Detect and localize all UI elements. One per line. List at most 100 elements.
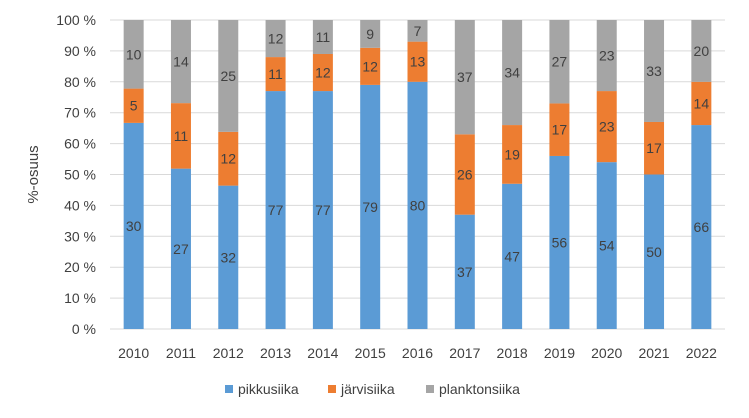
bar-segment [454,20,475,135]
bar-segment [596,91,617,163]
data-label: 77 [268,202,284,218]
bar-segment [407,41,428,82]
bar-segment [502,125,523,184]
y-tick-label: 20 % [64,259,96,275]
data-label: 80 [410,197,426,213]
bar-segment [596,162,617,329]
y-tick-label: 70 % [64,105,96,121]
data-label: 23 [599,48,615,64]
bar-segment [312,20,333,54]
data-label: 17 [552,122,568,138]
y-tick-label: 60 % [64,136,96,152]
data-label: 12 [220,151,236,167]
bar-segment [360,20,381,48]
data-label: 19 [504,146,520,162]
legend-label: järvisiika [340,381,395,397]
bar-segment [502,20,523,126]
y-tick-label: 100 % [56,12,96,28]
data-label: 14 [694,95,710,111]
bar-segment [265,91,286,329]
data-label: 37 [457,69,473,85]
data-label: 54 [599,238,615,254]
bar-stacks [123,20,712,329]
bar-segment [644,174,665,329]
data-label: 10 [126,46,142,62]
data-labels: 30 5 10 27 11 14 32 12 25 77 11 12 77 12 11 79 12 9 80 13 7 3… [126,23,709,280]
bar-segment [312,91,333,329]
data-label: 34 [504,65,520,81]
data-label: 27 [173,241,189,257]
data-label: 13 [410,54,426,70]
y-tick-label: 80 % [64,74,96,90]
data-label: 50 [646,244,662,260]
bar-segment [123,88,144,123]
bar-segment [407,81,428,329]
y-axis-title: %-osuus [25,145,42,203]
data-label: 37 [457,264,473,280]
data-label: 12 [362,58,378,74]
bar-segment [123,20,144,89]
bar-segment [218,131,239,186]
bar-segment [644,121,665,175]
x-tick-label: 2016 [402,345,433,361]
bar-segment [360,84,381,329]
y-axis-tick-labels: 0 % 10 % 20 % 30 % 40 % 50 % 60 % 70 % 80 % 90 % 1… [56,12,96,337]
bar-segment [691,125,712,329]
legend-label: pikkusiika [238,381,299,397]
data-label: 66 [694,219,710,235]
x-tick-label: 2018 [497,345,528,361]
bar-segment [218,185,239,329]
y-tick-label: 30 % [64,228,96,244]
bar-segment [691,20,712,82]
x-tick-label: 2014 [307,345,338,361]
bar-segment [360,47,381,85]
bar-segment [218,20,239,132]
data-label: 20 [694,43,710,59]
bar-segment [407,20,428,42]
data-label: 79 [362,199,378,215]
data-label: 12 [315,65,331,81]
legend-label: planktonsiika [439,381,520,397]
data-label: 11 [268,66,283,82]
bar-segment [454,214,475,329]
bar-segment [549,20,570,104]
x-tick-label: 2022 [686,345,717,361]
x-tick-label: 2019 [544,345,575,361]
data-label: 25 [220,68,236,84]
x-tick-label: 2012 [213,345,244,361]
data-label: 23 [599,119,615,135]
data-label: 77 [315,202,331,218]
y-tick-label: 50 % [64,167,96,183]
bar-segment [123,122,144,329]
data-label: 17 [646,140,662,156]
bar-segment [454,134,475,215]
bar-segment [596,20,617,92]
y-tick-label: 10 % [64,290,96,306]
bar-segment [549,103,570,156]
data-label: 11 [316,29,331,45]
legend-swatch [328,385,336,393]
bar-segment [265,20,286,58]
data-label: 56 [552,234,568,250]
x-tick-label: 2017 [449,345,480,361]
data-label: 32 [220,249,236,265]
y-tick-label: 90 % [64,43,96,59]
y-tick-label: 40 % [64,197,96,213]
data-label: 26 [457,167,473,183]
x-tick-label: 2020 [591,345,622,361]
bar-segment [265,57,286,92]
bar-segment [312,53,333,92]
data-label: 47 [504,248,520,264]
data-label: 7 [414,23,422,39]
data-label: 12 [268,31,284,47]
x-tick-label: 2010 [118,345,149,361]
bar-segment [170,103,191,169]
bar-segment [170,168,191,329]
legend: pikkusiika järvisiika planktonsiika [225,381,520,397]
data-label: 27 [552,54,568,70]
legend-swatch [225,385,233,393]
x-tick-label: 2013 [260,345,291,361]
x-axis-tick-labels: 2010 2011 2012 2013 2014 2015 2016 2017 2018 2019… [118,345,717,361]
